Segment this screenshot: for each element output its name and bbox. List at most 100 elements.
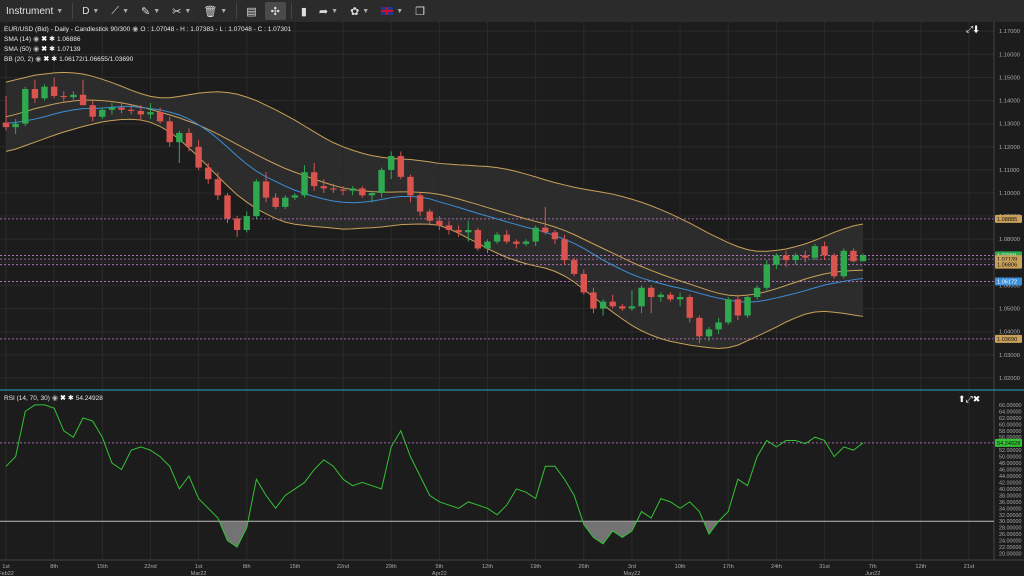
gear-icon[interactable]: ✱	[67, 395, 74, 402]
eye-icon[interactable]: ◉	[51, 395, 58, 402]
candle	[282, 195, 289, 210]
candle	[70, 91, 77, 102]
time-tick-label: 8th	[243, 564, 251, 570]
candle	[686, 294, 693, 323]
theme-menu[interactable]: ✿ ▼	[344, 0, 375, 22]
indicators-button[interactable]: ▮	[295, 0, 313, 22]
rsi-pane-controls[interactable]: ⬆⤢✖	[958, 394, 980, 405]
pencil-menu[interactable]: ✎ ▼	[135, 0, 166, 22]
layout-icon: ▤	[246, 5, 257, 18]
candle-body	[253, 181, 260, 217]
eye-icon[interactable]: ◉	[35, 56, 42, 63]
crosshair-button[interactable]: ✣	[264, 2, 286, 20]
price-tag	[995, 260, 1022, 269]
delete-menu[interactable]: 🗑 ▼	[197, 0, 233, 22]
candle-body	[859, 255, 867, 262]
chevron-down-icon: ▼	[220, 7, 228, 15]
candle-body	[195, 146, 202, 168]
candle	[310, 162, 318, 191]
close-icon[interactable]: ✖	[60, 395, 66, 402]
candle-body	[388, 156, 395, 170]
time-tick-label: 3rd	[628, 564, 636, 570]
chevron-down-icon: ▼	[184, 7, 192, 15]
instrument-label: Instrument	[6, 5, 54, 17]
tools-menu[interactable]: ✂ ▼	[166, 0, 197, 22]
candle	[195, 139, 202, 170]
candle	[513, 239, 520, 249]
toolbar-divider	[72, 3, 74, 19]
candle	[407, 174, 414, 203]
candle	[802, 250, 809, 263]
chart-canvas[interactable]: 1.020001.030001.040001.050001.060001.070…	[0, 22, 1024, 576]
eye-icon[interactable]: ◉	[33, 46, 40, 53]
rsi-tick-label: 62.00000	[999, 416, 1021, 422]
candle-body	[705, 329, 713, 337]
candle-body	[185, 132, 193, 147]
candle	[233, 216, 241, 237]
gear-icon[interactable]: ✱	[49, 46, 55, 53]
candle	[166, 116, 173, 147]
price-tick-label: 1.12000	[999, 145, 1020, 151]
close-icon[interactable]: ✖	[41, 36, 48, 43]
time-tick-label: 12th	[482, 564, 493, 570]
candle-body	[233, 218, 241, 230]
candle-body	[137, 110, 145, 115]
draw-line-menu[interactable]: ⟋ ▼	[105, 0, 135, 22]
eye-icon[interactable]: ◉	[132, 26, 139, 33]
candle-body	[465, 230, 472, 233]
palette-icon: ✿	[350, 5, 360, 18]
candle	[465, 220, 472, 242]
instrument-menu[interactable]: Instrument ▼	[0, 0, 69, 22]
close-icon[interactable]: ✖	[41, 46, 48, 53]
layout-button[interactable]: ▤	[240, 0, 262, 22]
candle	[599, 299, 607, 316]
candle-body	[99, 109, 106, 117]
gear-icon[interactable]: ✱	[49, 36, 55, 43]
arrow-up-icon: ⬆	[958, 394, 966, 404]
rsi-tick-label: 34.00000	[999, 506, 1021, 512]
candle-body	[696, 317, 703, 337]
gear-icon[interactable]: ✱	[51, 56, 58, 63]
candle	[79, 79, 87, 106]
candle	[657, 292, 665, 302]
candle-body	[60, 95, 67, 98]
candle	[667, 292, 674, 302]
candle-body	[474, 230, 482, 249]
price-axis: 1.020001.030001.040001.050001.060001.070…	[993, 22, 1024, 560]
toolbar-divider	[290, 3, 292, 19]
sma14-line	[5, 105, 864, 303]
candle-body	[725, 299, 732, 323]
share-menu[interactable]: ➦ ▼	[313, 0, 344, 22]
legend-main-name: EUR/USD (Bid) - Daily - Candlestick	[4, 25, 109, 33]
candle	[792, 253, 799, 265]
eye-icon[interactable]: ◉	[33, 36, 40, 43]
popout-button[interactable]: ❐	[409, 0, 431, 22]
candle	[368, 190, 376, 203]
close-icon[interactable]: ✖	[43, 56, 50, 63]
legend-bb-value: 1.06172/1.06655/1.03690	[59, 55, 134, 63]
candle-body	[291, 195, 299, 198]
candle	[185, 128, 193, 152]
candle-body	[676, 297, 684, 300]
chevron-down-icon: ▼	[153, 7, 161, 15]
price-tick-label: 1.13000	[999, 122, 1020, 128]
price-tick-label: 1.06000	[999, 283, 1020, 289]
candle-body	[416, 195, 424, 212]
price-tag-label: 1.06172	[997, 280, 1017, 286]
maximize-pane-button[interactable]: ⤢⬇	[966, 24, 979, 35]
candle-body	[850, 250, 857, 262]
candle	[676, 292, 684, 307]
candle-body	[436, 220, 443, 226]
candle	[272, 193, 279, 210]
candle-body	[744, 297, 751, 316]
candle-body	[310, 172, 318, 187]
language-menu[interactable]: ▼	[375, 0, 409, 22]
candle-body	[657, 294, 665, 298]
price-tick-label: 1.17000	[999, 29, 1020, 35]
timeframe-menu[interactable]: D ▼	[76, 0, 105, 22]
candle-body	[782, 255, 790, 261]
candle	[426, 209, 433, 226]
candle-body	[2, 122, 10, 128]
candle	[484, 239, 491, 254]
rsi-tick-label: 56.00000	[999, 435, 1021, 441]
